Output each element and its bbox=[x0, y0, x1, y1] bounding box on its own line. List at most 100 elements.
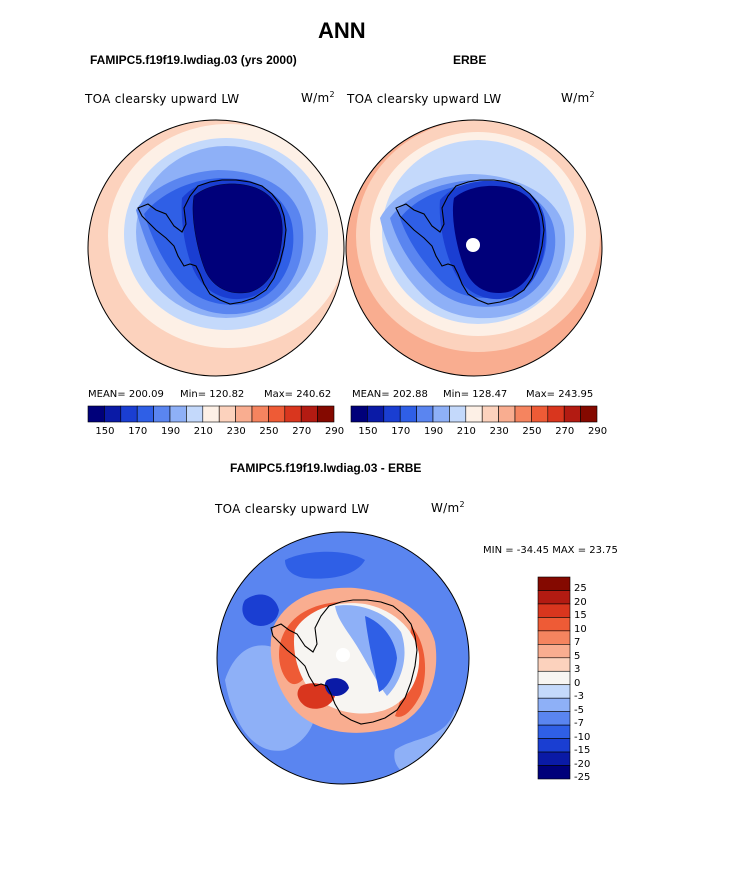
obs-units-base: W/m bbox=[561, 91, 590, 105]
colorbar-tick-label: 20 bbox=[574, 596, 587, 608]
colorbar-swatch bbox=[350, 405, 368, 423]
colorbar-swatch bbox=[268, 405, 286, 423]
model-mean-stat: MEAN= 200.09 bbox=[88, 389, 164, 400]
diff-colorbar-ticks: 25 20 15 10 7 5 3 0 -3 -5 -7 -10 -15 -20 -25 bbox=[574, 577, 614, 783]
colorbar-tick-label: 270 bbox=[292, 426, 312, 437]
colorbar-tick-label: 250 bbox=[522, 426, 542, 437]
model-units-label: W/m2 bbox=[301, 90, 335, 105]
colorbar-tick-label: -10 bbox=[574, 731, 591, 743]
colorbar-swatch bbox=[537, 576, 571, 591]
colorbar-tick-label: -20 bbox=[574, 758, 591, 770]
model-polar-map bbox=[87, 119, 345, 377]
colorbar-swatch bbox=[537, 603, 571, 618]
model-units-exp: 2 bbox=[329, 90, 335, 99]
obs-panel-title: ERBE bbox=[453, 53, 487, 67]
colorbar-tick-label: -15 bbox=[574, 745, 591, 757]
colorbar-swatch bbox=[317, 405, 335, 423]
obs-map-border bbox=[345, 119, 603, 377]
colorbar-tick-label: 230 bbox=[226, 426, 246, 437]
diff-patch-dark-left bbox=[242, 594, 279, 626]
colorbar-swatch bbox=[537, 765, 571, 780]
colorbar-swatch bbox=[537, 590, 571, 605]
colorbar-tick-label: -5 bbox=[574, 704, 584, 716]
colorbar-tick-label: 210 bbox=[456, 426, 476, 437]
model-map-border bbox=[87, 119, 345, 377]
colorbar-swatch bbox=[202, 405, 220, 423]
colorbar-swatch bbox=[547, 405, 565, 423]
obs-coastline bbox=[395, 179, 545, 305]
colorbar-tick-label: 25 bbox=[574, 583, 587, 595]
colorbar-tick-label: 230 bbox=[489, 426, 509, 437]
colorbar-swatch bbox=[218, 405, 236, 423]
model-panel-title: FAMIPC5.f19f19.lwdiag.03 (yrs 2000) bbox=[90, 53, 297, 67]
colorbar-tick-label: 170 bbox=[128, 426, 148, 437]
colorbar-tick-label: -3 bbox=[574, 691, 584, 703]
colorbar-swatch bbox=[537, 751, 571, 766]
diff-patch-red-bottom bbox=[297, 683, 335, 709]
colorbar-tick-label: 170 bbox=[391, 426, 411, 437]
colorbar-swatch bbox=[169, 405, 187, 423]
diff-interior-blue-dark bbox=[365, 616, 397, 692]
colorbar-swatch bbox=[300, 405, 318, 423]
colorbar-swatch bbox=[537, 724, 571, 739]
diff-units-label: W/m2 bbox=[431, 500, 465, 515]
colorbar-swatch bbox=[537, 711, 571, 726]
colorbar-tick-label: 190 bbox=[424, 426, 444, 437]
obs-max-stat: Max= 243.95 bbox=[526, 389, 594, 400]
diff-variable-label: TOA clearsky upward LW bbox=[215, 502, 370, 516]
colorbar-swatch bbox=[537, 738, 571, 753]
model-variable-label: TOA clearsky upward LW bbox=[85, 92, 240, 106]
diff-coastline bbox=[270, 599, 418, 725]
diff-polar-map bbox=[216, 531, 470, 785]
figure-title: ANN bbox=[318, 18, 366, 43]
diff-units-exp: 2 bbox=[459, 500, 465, 509]
diff-units-base: W/m bbox=[431, 501, 460, 515]
colorbar-swatch bbox=[432, 405, 450, 423]
colorbar-tick-label: 7 bbox=[574, 637, 581, 649]
colorbar-tick-label: 10 bbox=[574, 623, 587, 635]
model-contour bbox=[192, 183, 283, 294]
colorbar-swatch bbox=[537, 684, 571, 699]
diff-pole-hole bbox=[336, 648, 350, 662]
colorbar-swatch bbox=[563, 405, 581, 423]
colorbar-swatch bbox=[153, 405, 171, 423]
colorbar-swatch bbox=[186, 405, 204, 423]
diff-patch-blue-bottom bbox=[324, 678, 349, 696]
obs-units-exp: 2 bbox=[589, 90, 595, 99]
obs-colorbar-ticks: 150 170 190 210 230 250 270 290 bbox=[351, 426, 607, 440]
colorbar-swatch bbox=[537, 670, 571, 686]
colorbar-swatch bbox=[136, 405, 154, 423]
colorbar-swatch bbox=[537, 697, 571, 712]
obs-min-stat: Min= 128.47 bbox=[443, 389, 508, 400]
obs-units-label: W/m2 bbox=[561, 90, 595, 105]
colorbar-swatch bbox=[120, 405, 138, 423]
colorbar-swatch bbox=[465, 405, 483, 423]
colorbar-tick-label: 5 bbox=[574, 650, 581, 662]
colorbar-swatch bbox=[537, 657, 571, 672]
model-max-stat: Max= 240.62 bbox=[264, 389, 332, 400]
diff-panel-title: FAMIPC5.f19f19.lwdiag.03 - ERBE bbox=[230, 461, 422, 475]
colorbar-swatch bbox=[537, 630, 571, 645]
colorbar-tick-label: 270 bbox=[555, 426, 575, 437]
colorbar-tick-label: 290 bbox=[325, 426, 345, 437]
colorbar-swatch bbox=[537, 644, 571, 659]
colorbar-tick-label: 0 bbox=[574, 677, 581, 689]
colorbar-tick-label: 3 bbox=[574, 664, 581, 676]
colorbar-swatch bbox=[580, 405, 598, 423]
colorbar-tick-label: 210 bbox=[193, 426, 213, 437]
colorbar-swatch bbox=[367, 405, 385, 423]
colorbar-swatch bbox=[416, 405, 434, 423]
colorbar-tick-label: 290 bbox=[588, 426, 608, 437]
obs-band-150 bbox=[452, 185, 541, 294]
colorbar-swatch bbox=[251, 405, 269, 423]
diff-patch-outer-light bbox=[225, 645, 316, 751]
obs-colorbar bbox=[350, 405, 598, 423]
diff-patch-dark-top bbox=[285, 551, 365, 579]
colorbar-swatch bbox=[498, 405, 516, 423]
colorbar-swatch bbox=[235, 405, 253, 423]
obs-pole-hole bbox=[466, 238, 480, 252]
model-coastline bbox=[137, 179, 287, 305]
colorbar-tick-label: 150 bbox=[358, 426, 378, 437]
obs-mean-stat: MEAN= 202.88 bbox=[352, 389, 428, 400]
obs-polar-map bbox=[345, 119, 603, 377]
